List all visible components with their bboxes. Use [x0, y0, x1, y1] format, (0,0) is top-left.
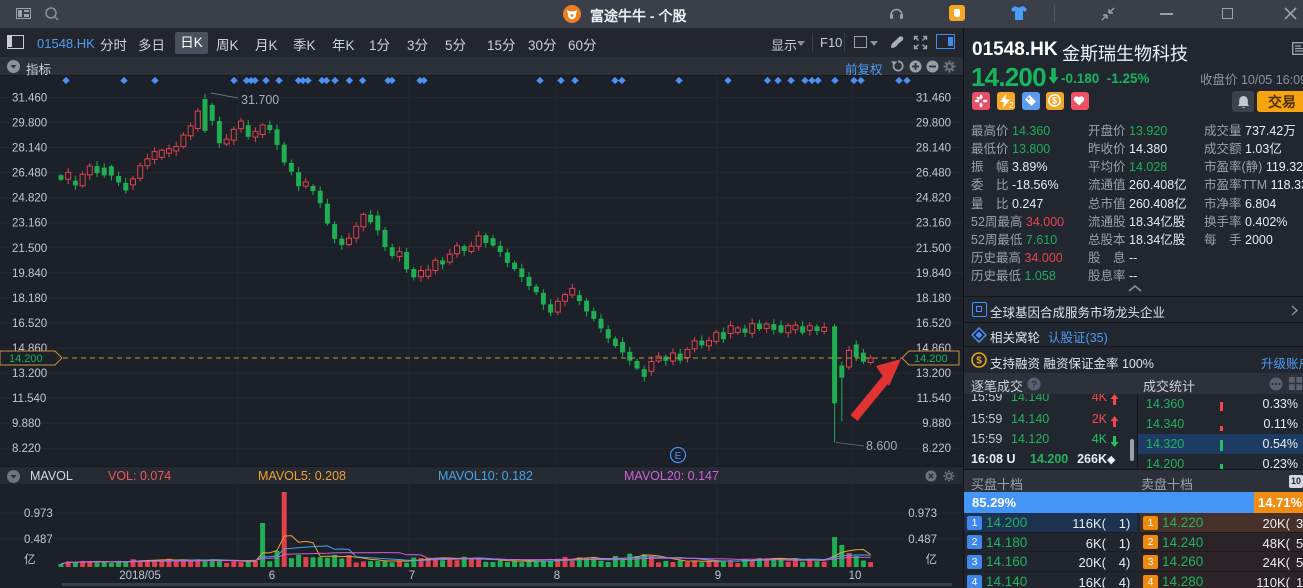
svg-text:2018/05: 2018/05: [119, 570, 161, 582]
svg-text:13.200: 13.200: [916, 368, 951, 380]
svg-text:7: 7: [409, 570, 415, 582]
svg-text:8.220: 8.220: [922, 443, 951, 455]
svg-text:E: E: [675, 451, 682, 462]
svg-text:31.460: 31.460: [12, 92, 47, 104]
svg-text:9.880: 9.880: [12, 418, 41, 430]
svg-text:13.200: 13.200: [12, 368, 47, 380]
svg-text:$: $: [1052, 96, 1057, 106]
svg-text:31.460: 31.460: [916, 92, 951, 104]
svg-text:11.540: 11.540: [12, 393, 46, 405]
svg-text:0.487: 0.487: [908, 534, 937, 546]
svg-text:8: 8: [554, 570, 560, 582]
svg-text:0.487: 0.487: [24, 534, 53, 546]
svg-text:9: 9: [715, 570, 721, 582]
svg-text:8.220: 8.220: [12, 443, 41, 455]
svg-text:10: 10: [849, 570, 862, 582]
svg-text:6: 6: [269, 570, 275, 582]
svg-text:11.540: 11.540: [917, 393, 951, 405]
svg-text:8.600: 8.600: [866, 439, 897, 453]
svg-text:19.840: 19.840: [916, 268, 951, 280]
svg-text:24.820: 24.820: [12, 193, 47, 205]
svg-text:18.180: 18.180: [12, 293, 47, 305]
svg-text:?: ?: [1031, 380, 1037, 391]
svg-text:26.480: 26.480: [916, 168, 951, 180]
svg-text:29.800: 29.800: [916, 118, 951, 130]
svg-text:24.820: 24.820: [916, 193, 951, 205]
svg-text:21.500: 21.500: [12, 243, 47, 255]
svg-text:26.480: 26.480: [12, 168, 47, 180]
svg-text:0.973: 0.973: [24, 508, 53, 520]
svg-text:23.160: 23.160: [916, 218, 951, 230]
svg-text:21.500: 21.500: [916, 243, 951, 255]
svg-text:16.520: 16.520: [916, 318, 951, 330]
svg-text:14.200: 14.200: [9, 353, 43, 365]
svg-text:$: $: [976, 356, 982, 367]
svg-text:14.200: 14.200: [914, 353, 948, 365]
svg-text:31.700: 31.700: [241, 93, 279, 107]
svg-text:16.520: 16.520: [12, 318, 47, 330]
svg-text:29.800: 29.800: [12, 118, 47, 130]
svg-text:9.880: 9.880: [922, 418, 951, 430]
svg-text:28.140: 28.140: [916, 143, 951, 155]
svg-text:18.180: 18.180: [916, 293, 951, 305]
svg-text:亿: 亿: [24, 553, 36, 566]
svg-text:23.160: 23.160: [12, 218, 47, 230]
svg-text:28.140: 28.140: [12, 143, 47, 155]
svg-text:19.840: 19.840: [12, 268, 47, 280]
svg-text:0.973: 0.973: [908, 508, 937, 520]
svg-text:亿: 亿: [926, 553, 938, 566]
